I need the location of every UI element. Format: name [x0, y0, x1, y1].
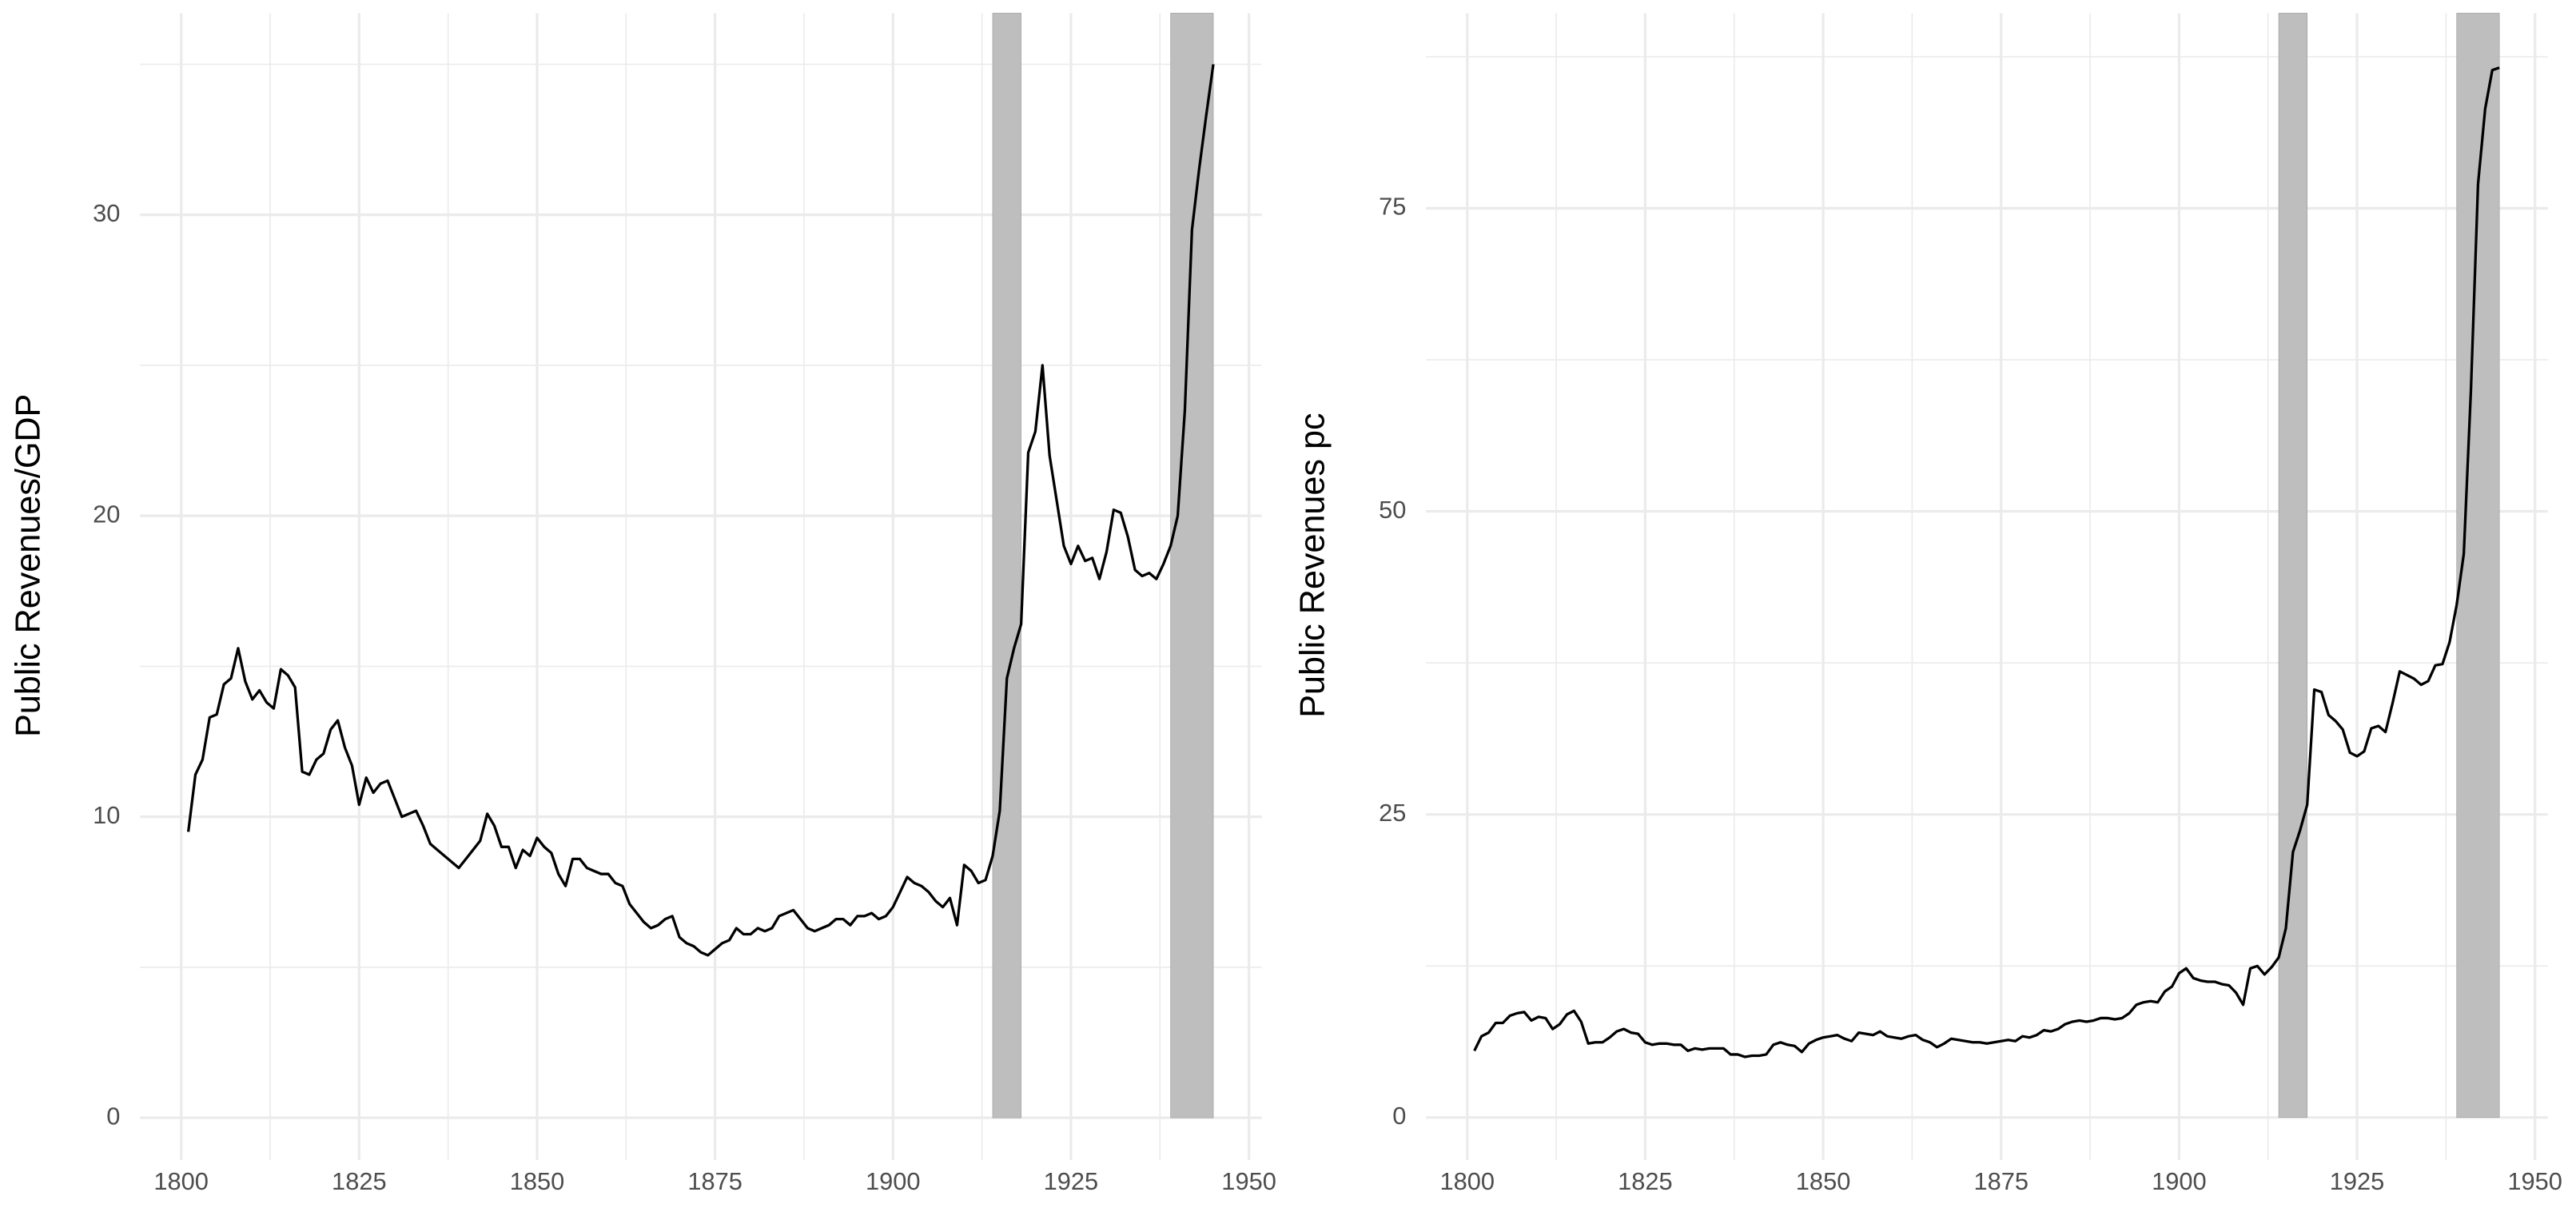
y-tick-label: 25 [1379, 799, 1406, 827]
x-tick-label: 1925 [1044, 1167, 1099, 1195]
shaded-period [1170, 13, 1214, 1118]
y-tick-label: 10 [93, 801, 120, 829]
x-tick-label: 1950 [2507, 1167, 2562, 1195]
y-tick-label: 0 [106, 1102, 120, 1130]
x-tick-label: 1925 [2330, 1167, 2385, 1195]
y-tick-label: 20 [93, 500, 120, 528]
x-tick-label: 1825 [1618, 1167, 1673, 1195]
y-tick-label: 0 [1392, 1102, 1406, 1130]
y-tick-label: 30 [93, 199, 120, 227]
x-tick-label: 1900 [2152, 1167, 2207, 1195]
y-tick-label: 50 [1379, 496, 1406, 524]
shaded-period [992, 13, 1021, 1118]
y-tick-label: 75 [1379, 193, 1406, 221]
data-line [186, 64, 1215, 957]
x-tick-label: 1950 [1221, 1167, 1276, 1195]
x-tick-label: 1800 [1440, 1167, 1495, 1195]
y-axis-title: Public Revenues/GDP [10, 394, 48, 737]
y-axis-title: Public Revenues pc [1294, 413, 1332, 717]
x-tick-label: 1900 [866, 1167, 921, 1195]
x-tick-label: 1850 [1796, 1167, 1851, 1195]
shaded-period [2278, 13, 2307, 1118]
x-tick-label: 1875 [687, 1167, 743, 1195]
x-tick-label: 1825 [332, 1167, 387, 1195]
x-tick-label: 1875 [1973, 1167, 2029, 1195]
data-line [1473, 66, 2500, 1059]
x-tick-label: 1850 [510, 1167, 565, 1195]
x-tick-label: 1800 [153, 1167, 209, 1195]
